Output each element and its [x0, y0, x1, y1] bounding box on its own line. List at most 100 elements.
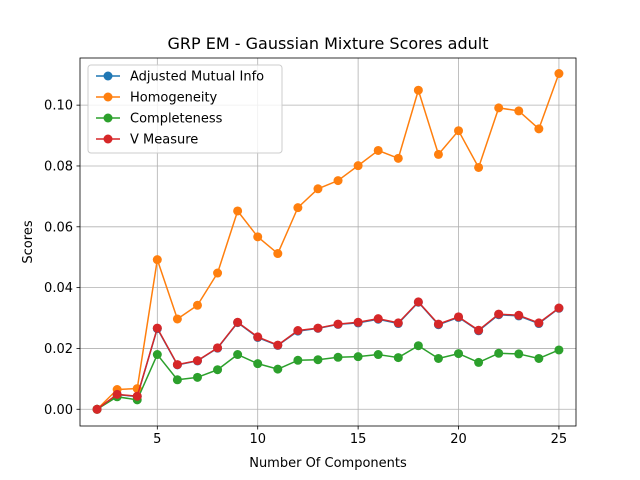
data-point: [233, 317, 243, 327]
y-tick-label: 0.08: [44, 159, 73, 174]
legend-marker: [103, 92, 113, 102]
data-point: [92, 404, 102, 414]
data-point: [253, 232, 263, 242]
data-point: [514, 349, 524, 359]
data-point: [112, 389, 122, 399]
data-point: [454, 126, 464, 136]
x-tick-label: 15: [350, 432, 367, 447]
data-point: [373, 350, 383, 360]
data-point: [253, 359, 263, 369]
data-point: [494, 348, 504, 358]
data-point: [172, 375, 182, 385]
x-tick-label: 25: [551, 432, 568, 447]
data-point: [213, 343, 223, 353]
data-point: [393, 353, 403, 363]
data-point: [474, 162, 484, 172]
legend-item: V Measure: [96, 133, 198, 148]
x-tick-label: 5: [153, 432, 161, 447]
series-3: [92, 297, 564, 414]
data-point: [393, 318, 403, 328]
data-point: [554, 69, 564, 79]
data-point: [454, 312, 464, 322]
data-point: [152, 255, 162, 265]
data-point: [433, 319, 443, 329]
data-point: [333, 352, 343, 362]
legend-marker: [103, 113, 113, 123]
data-point: [213, 365, 223, 375]
data-point: [433, 353, 443, 363]
y-tick-label: 0.04: [44, 281, 73, 296]
data-point: [514, 106, 524, 116]
data-point: [534, 124, 544, 134]
data-point: [233, 350, 243, 360]
data-point: [534, 353, 544, 363]
data-point: [313, 323, 323, 333]
data-point: [333, 176, 343, 186]
data-point: [454, 349, 464, 359]
data-point: [494, 103, 504, 113]
data-point: [213, 268, 223, 278]
legend-label: V Measure: [130, 133, 198, 148]
data-point: [413, 297, 423, 307]
y-tick-label: 0.00: [44, 403, 73, 418]
legend-item: Homogeneity: [96, 91, 218, 106]
data-point: [353, 161, 363, 171]
legend-item: Adjusted Mutual Info: [96, 70, 264, 85]
data-point: [132, 391, 142, 401]
legend-marker: [103, 71, 113, 81]
legend-label: Adjusted Mutual Info: [130, 70, 264, 85]
legend-frame: [87, 64, 283, 154]
data-point: [293, 326, 303, 336]
data-point: [273, 340, 283, 350]
x-tick-label: 10: [249, 432, 266, 447]
data-point: [192, 300, 202, 310]
data-point: [293, 203, 303, 213]
grid: [80, 58, 576, 426]
data-point: [192, 356, 202, 366]
data-point: [554, 345, 564, 355]
data-point: [172, 314, 182, 324]
data-point: [293, 355, 303, 365]
series-line: [96, 73, 560, 410]
legend-label: Completeness: [130, 112, 223, 127]
data-point: [152, 323, 162, 333]
data-point: [514, 310, 524, 320]
x-axis-ticks: 5 10 15 20 25: [153, 426, 567, 447]
data-point: [152, 350, 162, 360]
legend: Adjusted Mutual Info Homogeneity Completen…: [87, 64, 283, 154]
data-point: [313, 184, 323, 194]
data-point: [373, 145, 383, 155]
data-point: [233, 206, 243, 216]
data-point: [474, 357, 484, 367]
plot-series: [92, 69, 564, 414]
data-point: [433, 149, 443, 159]
data-point: [494, 309, 504, 319]
data-point: [554, 303, 564, 313]
data-point: [413, 341, 423, 351]
data-point: [373, 314, 383, 324]
legend-marker: [103, 134, 113, 144]
y-tick-label: 0.10: [44, 99, 73, 114]
data-point: [333, 319, 343, 329]
data-point: [313, 355, 323, 365]
data-point: [273, 364, 283, 374]
chart-title: GRP EM - Gaussian Mixture Scores adult: [168, 34, 489, 53]
data-point: [253, 332, 263, 342]
x-tick-label: 20: [450, 432, 467, 447]
legend-label: Homogeneity: [130, 91, 218, 106]
data-point: [353, 317, 363, 327]
data-point: [474, 325, 484, 335]
series-2: [92, 341, 564, 414]
y-tick-label: 0.06: [44, 220, 73, 235]
y-axis-ticks: 0.00 0.02 0.04 0.06 0.08 0.10: [44, 99, 80, 418]
data-point: [273, 249, 283, 259]
data-point: [353, 352, 363, 362]
data-point: [393, 153, 403, 163]
data-point: [534, 318, 544, 328]
data-point: [192, 372, 202, 382]
plot-area-frame: [79, 57, 577, 427]
data-point: [172, 360, 182, 370]
data-point: [413, 85, 423, 95]
legend-item: Completeness: [96, 112, 223, 127]
